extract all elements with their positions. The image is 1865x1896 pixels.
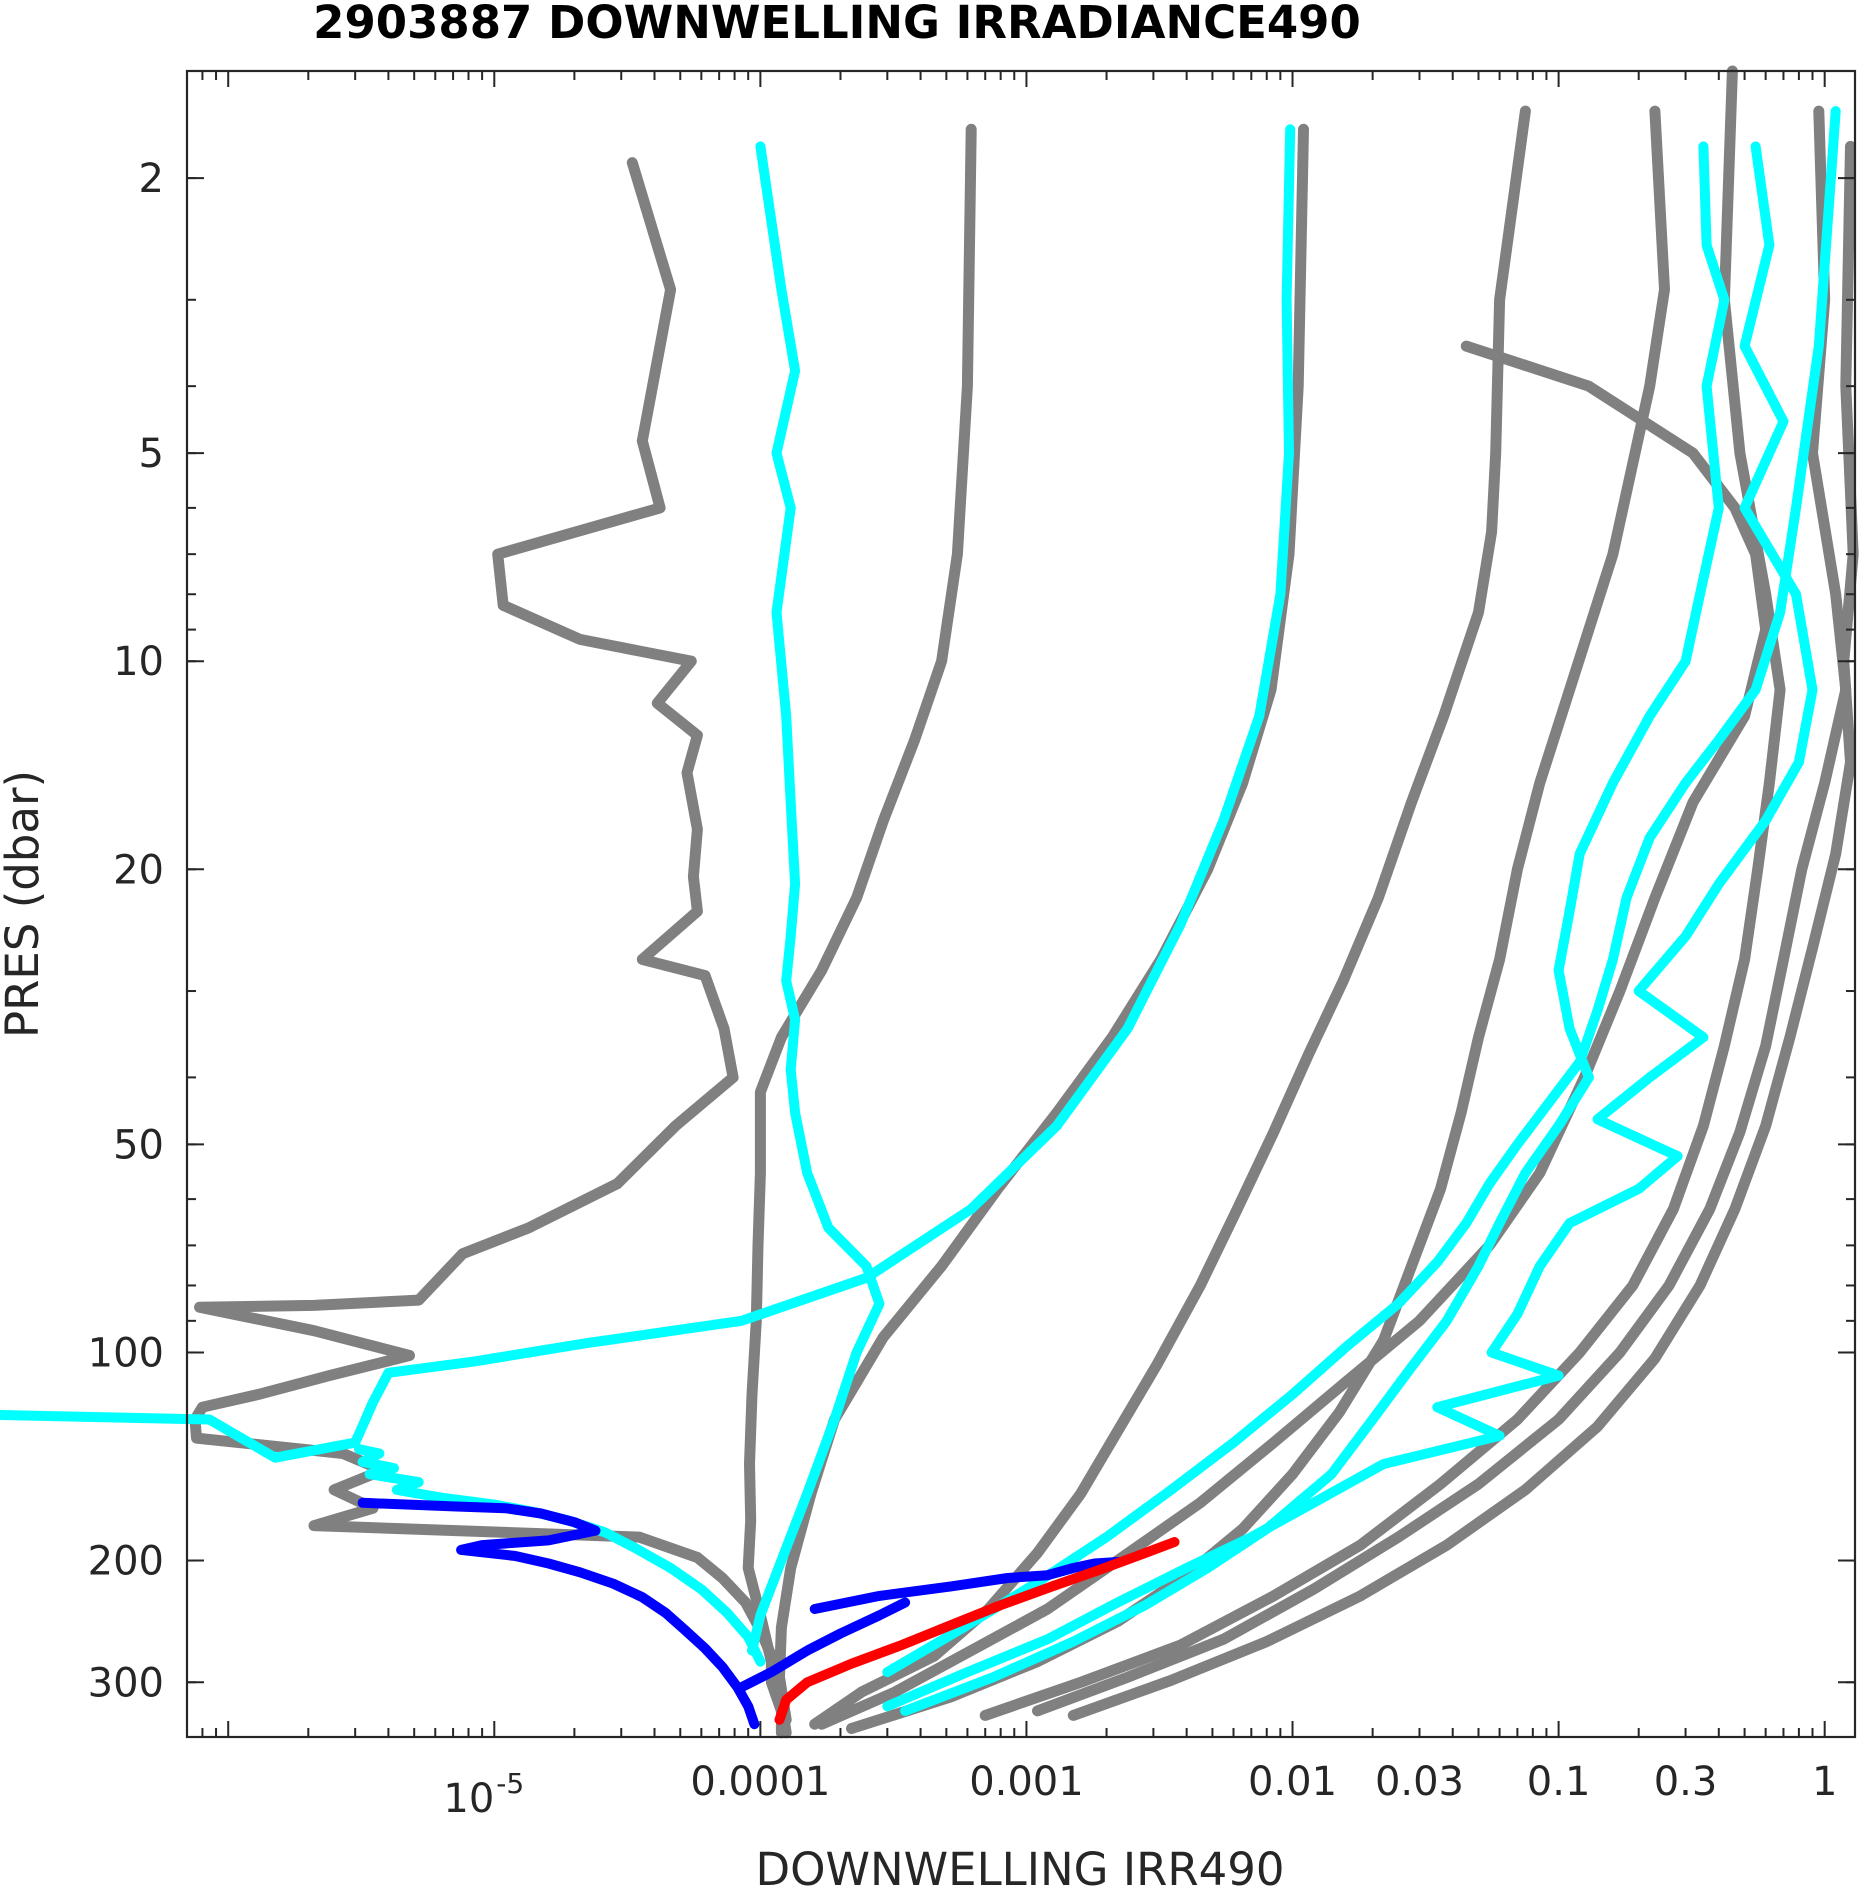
ticks-layer (186, 71, 1855, 1737)
series-line-cyan-10 (747, 141, 885, 1656)
x-tick-label: 0.1 (1527, 1759, 1591, 1805)
x-tick-label: 0.0001 (690, 1759, 830, 1805)
x-tick-label: 1 (1812, 1759, 1837, 1805)
x-tick-label: 0.001 (969, 1759, 1084, 1805)
series-line-blue-18 (736, 1597, 911, 1693)
series-line-gray-8 (1032, 105, 1852, 1717)
y-tick-label: 100 (88, 1330, 164, 1376)
tick-labels-layer: 10 -5 0.0001 0.001 0.01 0.03 0.1 0.3 12510205010… (88, 156, 1838, 1822)
y-tick-label: 300 (88, 1660, 164, 1706)
series-line-gray-5 (846, 105, 1670, 1734)
series-line-gray-2 (742, 123, 977, 1739)
series-line-cyan-12 (900, 141, 1730, 1716)
series-line-gray-4 (809, 105, 1531, 1730)
series-line-gray-1 (189, 157, 787, 1739)
series-line-cyan-11 (0, 124, 1296, 1463)
series-line-cyan-13 (882, 141, 1818, 1712)
y-tick-label: 5 (139, 431, 164, 477)
plot-frame (185, 69, 1857, 1739)
series-line-gray-7 (979, 65, 1786, 1721)
x-tick-label: 0.01 (1248, 1759, 1337, 1805)
chart-title: 2903887 DOWNWELLING IRRADIANCE490 (313, 0, 1361, 49)
series-line-red-19 (774, 1537, 1180, 1725)
x-axis-label: DOWNWELLING IRR490 (755, 1843, 1284, 1896)
series-line-cyan-14 (882, 106, 1841, 1678)
y-axis-label: PRES (dbar) (0, 770, 49, 1038)
y-tick-label: 2 (139, 156, 164, 202)
x-tick-label: 10 (443, 1776, 494, 1822)
y-tick-label: 200 (88, 1539, 164, 1585)
series-line-blue-17 (809, 1557, 1123, 1614)
x-tick-label: 0.3 (1654, 1759, 1718, 1805)
x-tick-label-exponent: -5 (496, 1767, 524, 1800)
y-tick-label: 50 (113, 1122, 164, 1168)
x-tick-label: 0.03 (1375, 1759, 1464, 1805)
series-line-blue-16 (357, 1497, 760, 1730)
y-tick-label: 10 (113, 639, 164, 685)
y-tick-label: 20 (113, 847, 164, 893)
series-layer (0, 65, 1859, 1739)
